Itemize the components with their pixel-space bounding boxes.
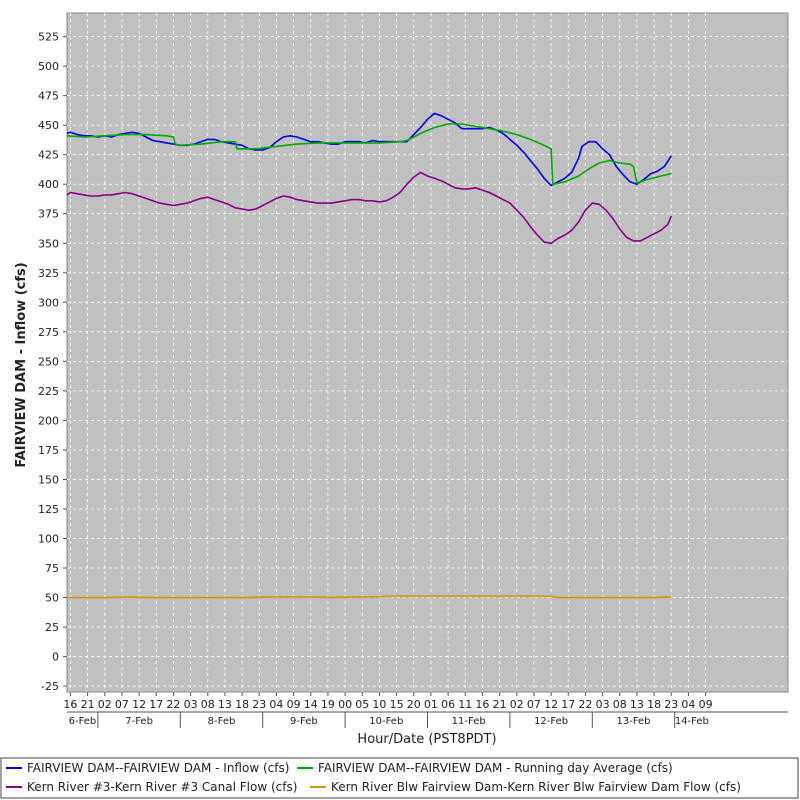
x-tick-label: 18: [235, 698, 249, 711]
x-tick-label: 12: [132, 698, 146, 711]
y-tick-label: 200: [38, 414, 59, 427]
x-tick-label: 11: [458, 698, 472, 711]
series-line-1: [66, 123, 672, 185]
x-tick-label: 15: [390, 698, 404, 711]
x-tick-label: 02: [98, 698, 112, 711]
x-tick-label: 05: [355, 698, 369, 711]
series-line-2: [66, 171, 673, 245]
x-tick-label: 16: [475, 698, 489, 711]
date-label: 6-Feb: [69, 716, 97, 727]
x-tick-label: 22: [578, 698, 592, 711]
date-label: 11-Feb: [452, 716, 486, 727]
legend-box: [0, 757, 799, 799]
x-tick-label: 04: [681, 698, 695, 711]
x-tick-label: 08: [201, 698, 215, 711]
y-tick-label: -25: [41, 680, 59, 693]
y-tick-label: 0: [52, 651, 59, 664]
y-tick-label: 475: [38, 90, 59, 103]
x-tick-label: 10: [372, 698, 386, 711]
x-axis-ticks: 16 21 02 07 12 17 22 03 08 13 18 23 04 09 14 19 00 05 10 15…: [63, 692, 713, 711]
x-tick-label: 23: [664, 698, 678, 711]
x-tick-label: 09: [699, 698, 713, 711]
date-label: 7-Feb: [125, 716, 153, 727]
y-tick-label: 100: [38, 532, 59, 545]
series-line-0: [66, 112, 672, 187]
x-tick-label: 07: [527, 698, 541, 711]
y-tick-label: 75: [45, 562, 59, 575]
x-tick-label: 21: [81, 698, 95, 711]
y-tick-label: 25: [45, 621, 59, 634]
x-tick-label: 01: [424, 698, 438, 711]
series-layer: [66, 112, 673, 599]
x-tick-label: 21: [493, 698, 507, 711]
x-tick-label: 19: [321, 698, 335, 711]
y-tick-label: 375: [38, 208, 59, 221]
y-axis-ticks: -25 0 25 50 75 100 125 150 175 200 225 250 275 300 325…: [38, 31, 67, 693]
x-tick-label: 18: [647, 698, 661, 711]
x-tick-label: 00: [338, 698, 352, 711]
legend-label-1: FAIRVIEW DAM--FAIRVIEW DAM - Running day…: [318, 761, 673, 775]
date-label: 8-Feb: [208, 716, 236, 727]
plot-area: [66, 12, 789, 693]
x-tick-label: 07: [115, 698, 129, 711]
x-tick-label: 02: [510, 698, 524, 711]
y-tick-label: 275: [38, 326, 59, 339]
y-tick-label: 325: [38, 267, 59, 280]
y-tick-label: 50: [45, 592, 59, 605]
y-tick-label: 425: [38, 149, 59, 162]
y-tick-label: 450: [38, 119, 59, 132]
y-tick-label: 350: [38, 237, 59, 250]
x-tick-label: 08: [613, 698, 627, 711]
x-tick-label: 13: [218, 698, 232, 711]
date-label: 14-Feb: [675, 716, 709, 727]
date-label: 12-Feb: [534, 716, 568, 727]
legend-label-3: Kern River Blw Fairview Dam-Kern River B…: [331, 780, 741, 794]
x-tick-label: 06: [441, 698, 455, 711]
y-tick-label: 125: [38, 503, 59, 516]
y-tick-label: 400: [38, 178, 59, 191]
legend: FAIRVIEW DAM--FAIRVIEW DAM - Inflow (cfs…: [0, 757, 799, 799]
y-tick-label: 150: [38, 473, 59, 486]
date-label: 9-Feb: [290, 716, 318, 727]
x-tick-label: 09: [287, 698, 301, 711]
x-tick-label: 13: [630, 698, 644, 711]
date-axis: 6-Feb 7-Feb 8-Feb 9-Feb 10-Feb 11-Feb 12-Feb 13…: [67, 711, 788, 728]
x-tick-label: 03: [596, 698, 610, 711]
y-tick-label: 525: [38, 31, 59, 44]
y-tick-label: 175: [38, 444, 59, 457]
x-tick-label: 22: [166, 698, 180, 711]
date-label: 10-Feb: [369, 716, 403, 727]
grid: [67, 13, 788, 692]
x-tick-label: 17: [149, 698, 163, 711]
x-axis-title: Hour/Date (PST8PDT): [357, 732, 496, 747]
x-tick-label: 03: [184, 698, 198, 711]
x-tick-label: 14: [304, 698, 318, 711]
x-tick-label: 23: [252, 698, 266, 711]
y-tick-label: 500: [38, 60, 59, 73]
legend-label-2: Kern River #3-Kern River #3 Canal Flow (…: [27, 780, 297, 794]
series-line-3: [67, 595, 672, 599]
x-tick-label: 17: [561, 698, 575, 711]
y-tick-label: 225: [38, 385, 59, 398]
x-tick-label: 04: [269, 698, 283, 711]
legend-label-0: FAIRVIEW DAM--FAIRVIEW DAM - Inflow (cfs…: [27, 761, 289, 775]
y-tick-label: 300: [38, 296, 59, 309]
x-tick-label: 12: [544, 698, 558, 711]
x-tick-label: 16: [63, 698, 77, 711]
y-tick-label: 250: [38, 355, 59, 368]
y-axis-title: FAIRVIEW DAM - Inflow (cfs): [14, 262, 29, 467]
date-label: 13-Feb: [616, 716, 650, 727]
x-tick-label: 20: [407, 698, 421, 711]
